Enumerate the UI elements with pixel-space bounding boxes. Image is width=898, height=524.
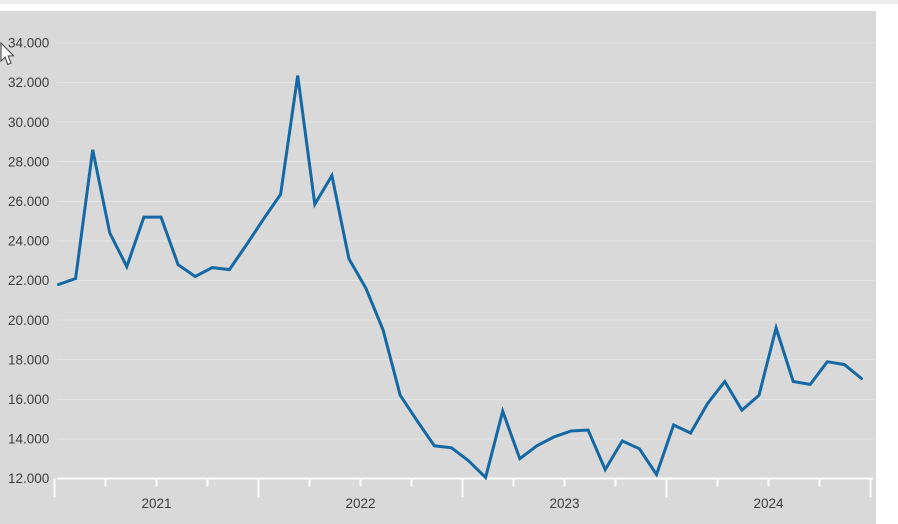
y-axis-label: 20.000: [8, 313, 49, 328]
chart-canvas: 12.000 14.000 16.000 18.000 20.000 22.000 24.0…: [0, 11, 876, 524]
y-axis-label: 34.000: [8, 36, 49, 51]
y-axis-label: 12.000: [8, 471, 49, 486]
y-axis-label: 30.000: [8, 115, 49, 130]
top-divider: [0, 4, 898, 11]
y-axis-label: 18.000: [8, 352, 49, 367]
x-axis-label: 2023: [549, 496, 579, 511]
line-chart: 12.000 14.000 16.000 18.000 20.000 22.000 24.0…: [8, 36, 874, 511]
y-axis-label: 26.000: [8, 194, 49, 209]
y-axis-label: 28.000: [8, 154, 49, 169]
data-line: [57, 75, 863, 481]
y-axis-label: 32.000: [8, 75, 49, 90]
y-axis-label: 16.000: [8, 392, 49, 407]
y-axis-label: 22.000: [8, 273, 49, 288]
top-toolbar-edge: [0, 0, 898, 4]
x-axis-label: 2022: [345, 496, 375, 511]
y-axis-label: 24.000: [8, 234, 49, 249]
x-axis-label: 2021: [141, 496, 171, 511]
y-axis-label: 14.000: [8, 432, 49, 447]
x-axis-label: 2024: [753, 496, 784, 511]
